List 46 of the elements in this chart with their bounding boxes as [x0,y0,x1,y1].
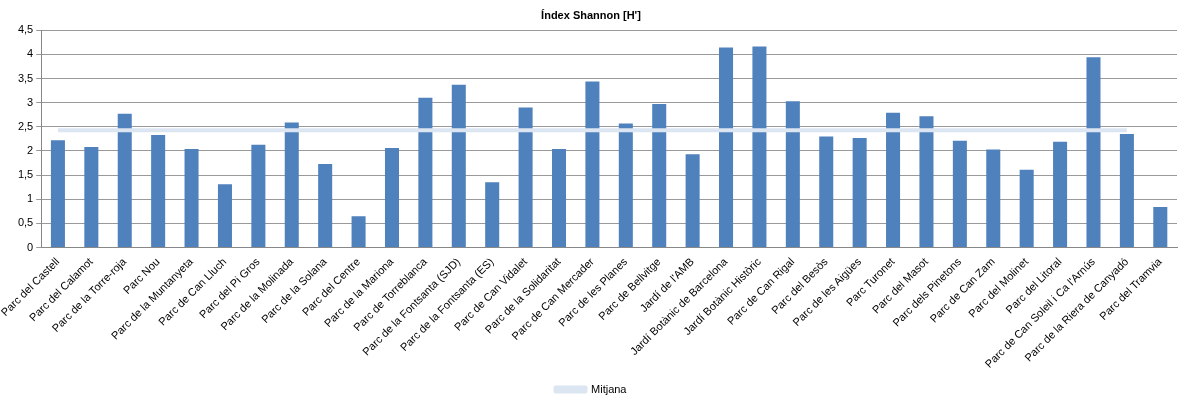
bar [184,149,199,248]
bar [384,148,399,248]
bar [551,149,567,248]
chart-title: Índex Shannon [H'] [541,8,642,21]
bar [351,216,366,248]
bar [1119,134,1134,248]
y-tick-label: 2 [27,143,34,156]
bar [518,107,533,248]
bar [685,154,700,248]
bar [1053,141,1068,248]
y-tick-label: 4,5 [17,23,34,36]
y-tick-label: 4 [27,47,34,60]
y-tick-label: 0 [27,240,34,253]
bar [618,123,633,248]
y-tick-label: 3 [27,95,34,108]
bar [819,136,834,248]
bar [485,182,500,248]
bar [284,122,299,248]
legend-label: Mitjana [591,382,628,395]
bar [585,81,600,248]
bar [1153,206,1168,248]
bar [451,84,466,248]
bar [952,140,967,248]
y-tick-label: 3,5 [17,71,34,84]
bar [117,113,132,248]
bar [217,184,232,248]
bar [1086,57,1101,248]
bar [986,149,1001,248]
bar [886,112,901,248]
bar [151,135,166,248]
bar [652,104,667,248]
bar [719,47,734,248]
y-tick-label: 1 [27,192,34,205]
bar [50,140,65,248]
bar [318,164,333,248]
bar [852,137,867,248]
bar [418,97,433,248]
y-tick-label: 1,5 [17,168,34,181]
bar [752,46,767,248]
y-tick-label: 0,5 [17,216,34,229]
bar [919,116,934,248]
bar [84,147,99,248]
bar [1019,169,1034,248]
y-tick-label: 2,5 [17,119,34,132]
bar [785,101,800,248]
bar [251,144,266,248]
